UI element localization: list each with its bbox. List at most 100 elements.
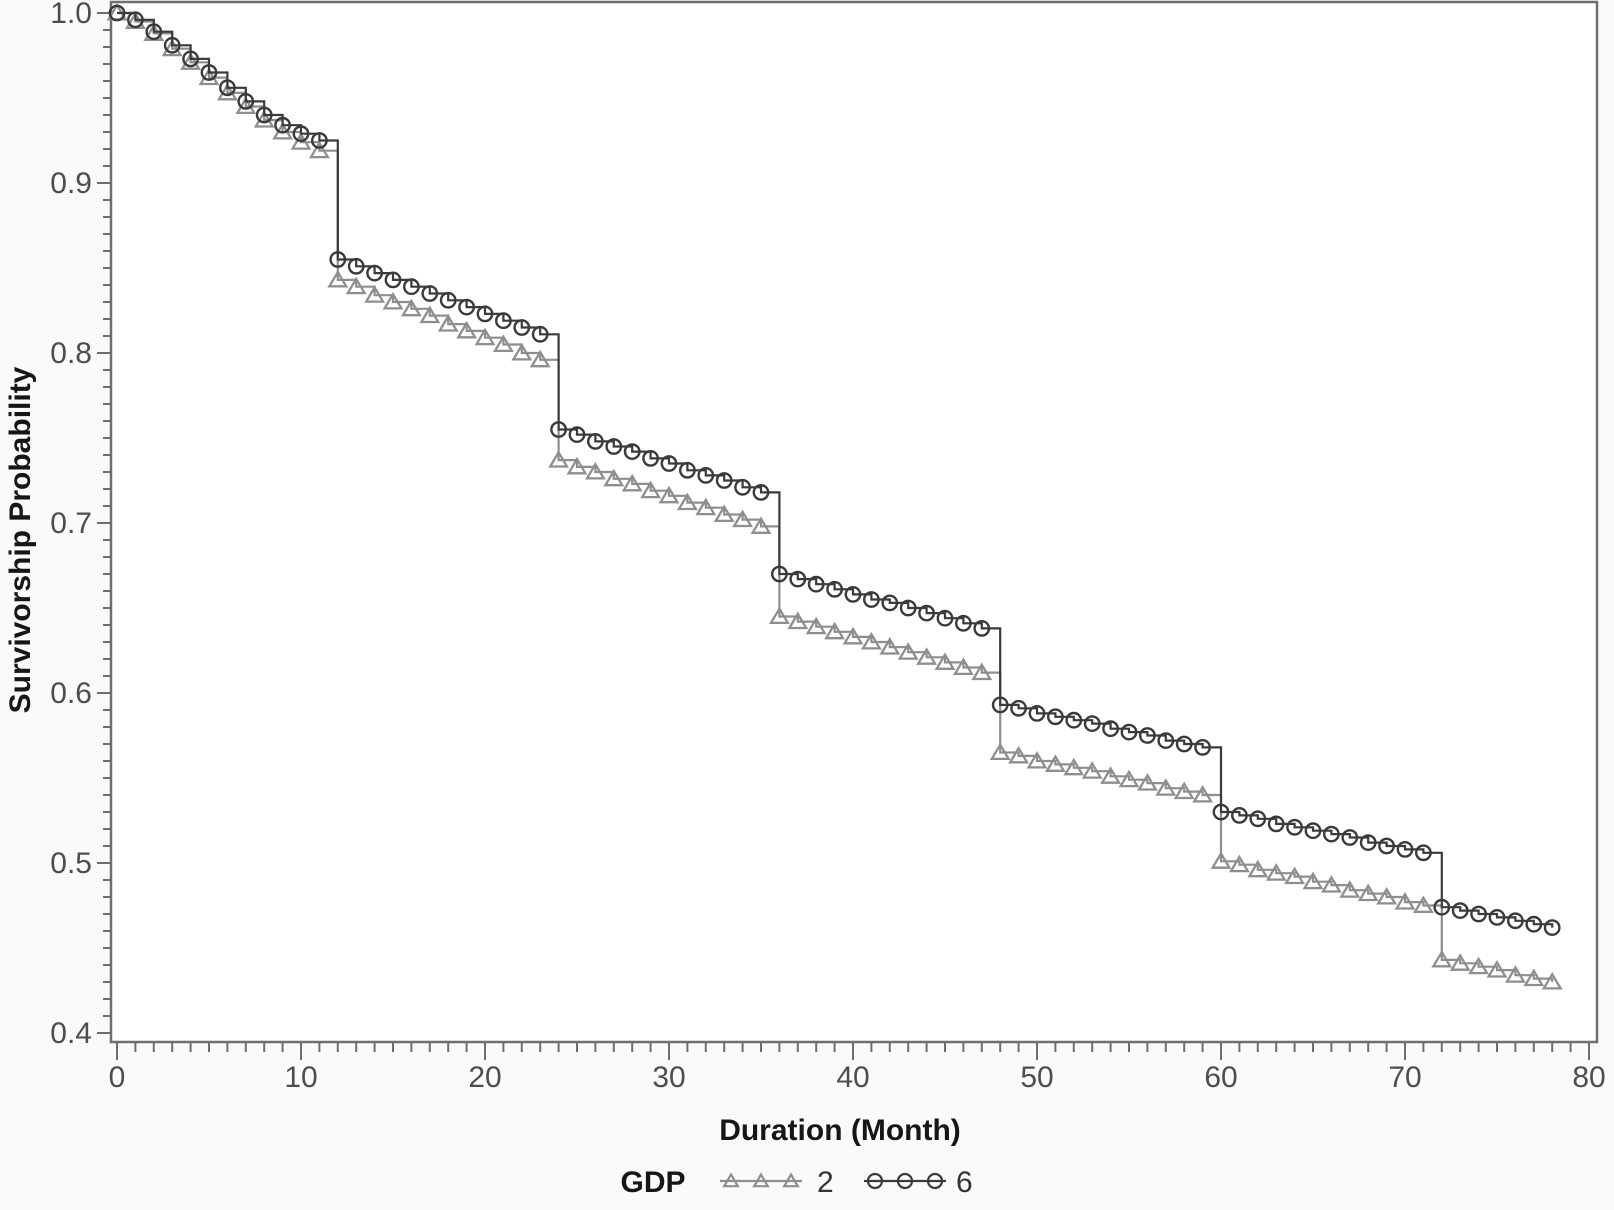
circle-marker (771, 565, 788, 583)
circle-marker (1157, 732, 1175, 749)
triangle-marker (1504, 965, 1526, 983)
y-tick-label: 0.8 (50, 337, 92, 370)
y-tick-label: 0.4 (50, 1017, 92, 1050)
x-axis-ticks: 0 10 20 30 40 50 60 70 80 (109, 1042, 1606, 1094)
circle-marker (918, 604, 935, 622)
circle-marker (1451, 902, 1469, 919)
circle-marker (1470, 905, 1488, 923)
circle-marker (402, 278, 420, 296)
y-tick-label: 1.0 (50, 0, 92, 30)
x-tick-label: 60 (1204, 1061, 1237, 1094)
circle-marker (1323, 825, 1340, 843)
circle-marker (1028, 705, 1046, 722)
series-2-step-line (117, 11, 1554, 982)
triangle-marker (916, 647, 938, 665)
triangle-marker (1376, 886, 1398, 905)
circle-marker (513, 319, 531, 336)
circle-marker (531, 325, 549, 343)
circle-marker (108, 4, 126, 22)
circle-marker (1249, 810, 1267, 828)
triangle-marker (1394, 892, 1416, 910)
triangle-marker (1339, 880, 1361, 898)
triangle-marker (1063, 757, 1085, 776)
circle-marker (1231, 807, 1248, 824)
triangle-marker (1173, 781, 1195, 800)
circle-marker (1102, 720, 1120, 738)
circle-marker (1378, 837, 1396, 855)
series-gdp-6 (108, 4, 1561, 936)
circle-marker (789, 570, 807, 588)
y-tick-label: 0.5 (50, 847, 92, 880)
triangle-marker (1541, 971, 1563, 990)
triangle-marker (842, 626, 864, 645)
legend-title: GDP (620, 1166, 685, 1199)
circle-marker (899, 599, 917, 617)
legend-symbol-circle (864, 1172, 946, 1190)
circle-marker (1065, 711, 1083, 729)
circle-marker (1433, 898, 1451, 916)
circle-marker (752, 483, 770, 501)
triangle-marker (603, 468, 625, 487)
triangle-marker (382, 291, 404, 310)
circle-marker (1047, 708, 1064, 726)
legend-label-2: 2 (817, 1166, 834, 1199)
circle-marker (1415, 844, 1432, 862)
x-tick-label: 0 (109, 1061, 126, 1094)
circle-marker (1396, 841, 1414, 858)
circle-marker (605, 438, 623, 455)
y-tick-label: 0.7 (50, 507, 92, 540)
circle-marker (421, 285, 439, 302)
circle-marker (1212, 803, 1230, 821)
circle-marker (476, 305, 494, 323)
triangle-marker (456, 320, 478, 339)
triangle-marker (750, 516, 772, 534)
triangle-marker (492, 334, 514, 353)
triangle-marker (787, 611, 809, 630)
circle-marker (310, 132, 328, 149)
circle-marker (1083, 715, 1101, 732)
triangle-marker (1486, 960, 1508, 978)
legend-label-6: 6 (956, 1166, 973, 1199)
plot-frame (109, 0, 1599, 1044)
triangle-marker (1247, 859, 1269, 878)
x-tick-label: 50 (1020, 1061, 1053, 1094)
triangle-marker (768, 606, 790, 625)
circle-marker (1507, 912, 1524, 930)
circle-marker (642, 449, 659, 467)
triangle-marker (1468, 956, 1490, 975)
triangle-marker (345, 276, 367, 295)
y-axis-ticks: 0.4 0.5 0.6 0.7 0.8 0.9 1.0 (50, 0, 111, 1050)
circle-marker (863, 591, 880, 608)
triangle-marker (1228, 854, 1250, 873)
circle-marker (881, 594, 899, 612)
triangle-marker (400, 298, 422, 317)
triangle-marker (1008, 745, 1030, 764)
x-tick-label: 30 (652, 1061, 685, 1094)
circle-marker (494, 312, 512, 330)
triangle-marker (971, 662, 993, 681)
circle-marker (991, 696, 1009, 714)
triangle-marker (584, 461, 606, 480)
triangle-marker (308, 140, 330, 159)
circle-marker (439, 291, 457, 309)
triangle-marker (1412, 895, 1434, 914)
circle-marker (200, 64, 218, 81)
circle-marker (126, 11, 144, 29)
circle-marker (255, 106, 273, 124)
x-axis-title: Duration (Month) (719, 1114, 961, 1147)
circle-marker (1267, 815, 1285, 833)
triangle-marker (695, 497, 717, 516)
triangle-marker (621, 473, 643, 492)
circle-marker (660, 455, 678, 472)
triangle-marker (860, 631, 882, 650)
circle-marker (1359, 834, 1377, 851)
circle-marker (550, 421, 567, 438)
legend: GDP 2 6 (620, 1166, 972, 1199)
circle-marker (697, 466, 715, 484)
circle-marker (163, 36, 181, 54)
triangle-marker (180, 52, 202, 70)
triangle-marker (1100, 766, 1122, 784)
triangle-marker (1302, 871, 1324, 890)
triangle-marker (1118, 769, 1140, 788)
circle-marker (844, 586, 862, 603)
